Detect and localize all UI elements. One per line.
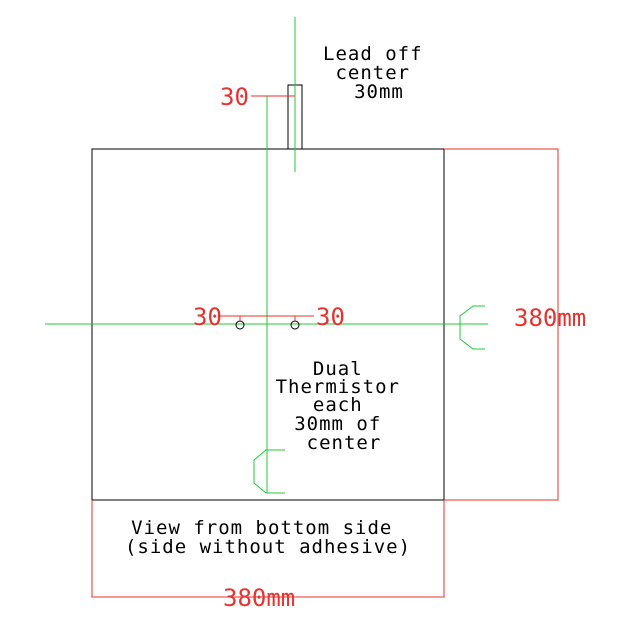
view-note: View from bottom side (side without adhe… [125,517,411,558]
centerline-symbol-right [459,305,485,350]
lead-note-line: center [335,62,410,84]
width-dim-line [91,500,445,598]
centerlines [45,17,488,494]
view-note-line: (side without adhesive) [125,536,411,558]
thermistor-note-line: Dual [313,358,363,380]
thermistor-note-line: Thermistor [276,376,400,398]
width-dimension-label: 380mm [223,584,295,612]
view-note-line: View from bottom side [131,517,392,539]
lead-note-line: Lead off [323,43,423,65]
thermistor-note-line: 30mm of [294,413,381,435]
thermistor-hole-left [235,320,245,330]
thermistor-hole-right [290,320,300,330]
height-dim-line [444,148,559,501]
lead-offset-label: 30 [220,83,249,111]
lead-note: Lead off center 30mm [323,43,435,103]
thermistor-note: Dual Thermistor each 30mm of center [276,358,413,454]
lead-note-line: 30mm [354,81,404,103]
height-dimension-label: 380mm [514,304,586,332]
dimension-lines [91,95,559,598]
thermistor-right-offset-label: 30 [316,303,345,331]
thermistor-note-line: center [307,432,382,454]
thermistor-note-line: each [313,394,363,416]
centerline-symbol-bottom [253,449,285,494]
thermistor-left-offset-label: 30 [193,303,222,331]
